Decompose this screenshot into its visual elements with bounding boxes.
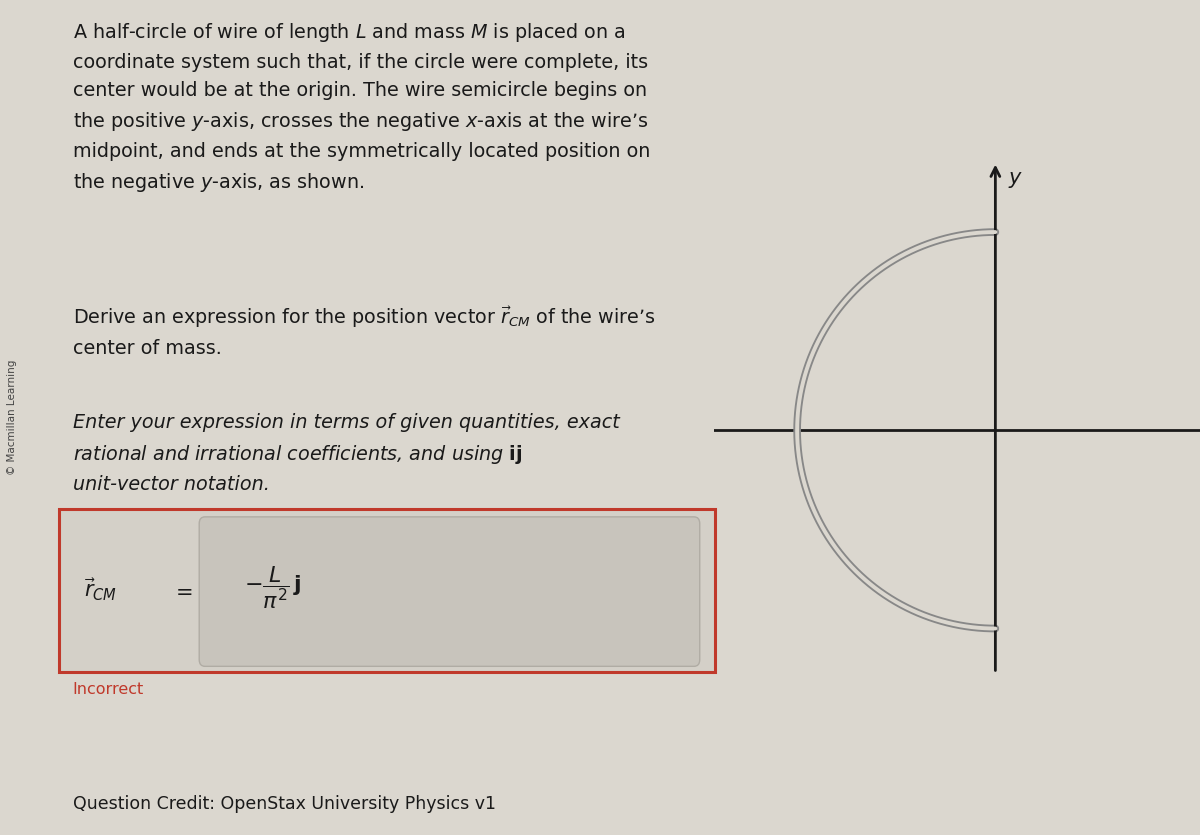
Text: © Macmillan Learning: © Macmillan Learning [7,360,17,475]
Text: A half-circle of wire of length $L$ and mass $M$ is placed on a
coordinate syste: A half-circle of wire of length $L$ and … [73,21,650,195]
Text: y: y [1008,168,1020,188]
FancyBboxPatch shape [59,509,715,672]
Text: $-\dfrac{L}{\pi^2}\,\mathbf{j}$: $-\dfrac{L}{\pi^2}\,\mathbf{j}$ [245,564,302,611]
FancyBboxPatch shape [199,517,700,666]
Text: Incorrect: Incorrect [73,682,144,697]
Text: $\vec{r}_{CM}$: $\vec{r}_{CM}$ [84,576,116,603]
Text: Derive an expression for the position vector $\vec{r}_{CM}$ of the wire’s
center: Derive an expression for the position ve… [73,305,655,358]
Text: $=$: $=$ [172,581,193,601]
Text: Question Credit: OpenStax University Physics v1: Question Credit: OpenStax University Phy… [73,795,496,813]
Text: Enter your expression in terms of given quantities, exact
rational and irrationa: Enter your expression in terms of given … [73,413,619,493]
